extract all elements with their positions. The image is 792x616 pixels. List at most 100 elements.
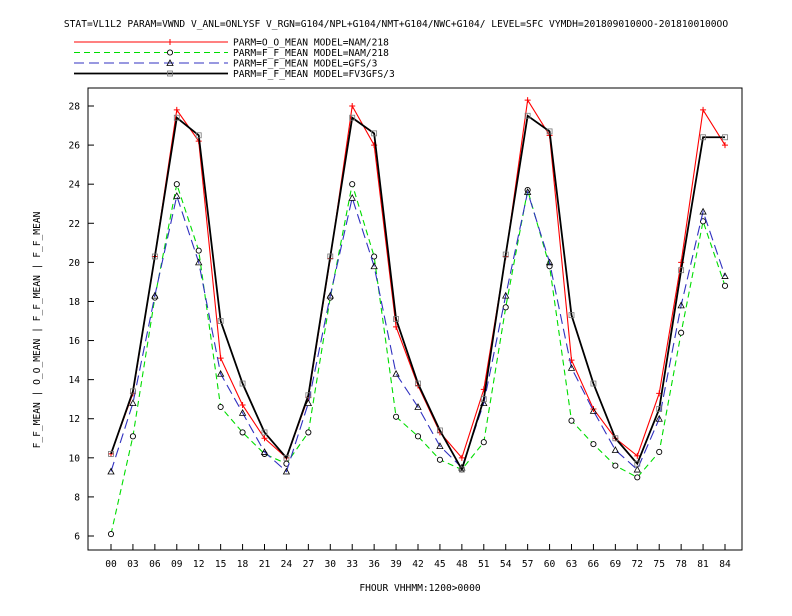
- data-point: [217, 318, 224, 324]
- data-point: [167, 39, 173, 45]
- data-point: [590, 405, 597, 412]
- data-point: [326, 291, 334, 299]
- series-line: [110, 114, 725, 472]
- data-point: [590, 380, 597, 387]
- y-tick-label: 22: [68, 219, 80, 230]
- data-point: [722, 134, 728, 141]
- data-point: [393, 413, 400, 420]
- x-tick-label: 78: [675, 559, 687, 570]
- data-point: [677, 301, 685, 309]
- y-tick-label: 20: [68, 258, 80, 269]
- y-tick-label: 14: [68, 375, 80, 386]
- x-tick-label: 81: [697, 559, 709, 570]
- data-point: [480, 439, 487, 446]
- data-point: [239, 429, 246, 436]
- data-point: [283, 454, 290, 461]
- series-line: [110, 182, 726, 535]
- x-tick-label: 00: [105, 559, 117, 570]
- data-point: [371, 253, 378, 260]
- data-point: [107, 467, 115, 475]
- series-2: [107, 181, 729, 538]
- x-tick-label: 45: [434, 559, 446, 570]
- data-point: [634, 474, 641, 481]
- y-tick-label: 26: [68, 141, 80, 152]
- data-point: [195, 258, 203, 266]
- x-tick-label: 66: [588, 559, 600, 570]
- data-point: [700, 106, 707, 113]
- data-point: [436, 456, 443, 463]
- series-layer: [107, 97, 729, 538]
- x-tick-label: 27: [303, 559, 315, 570]
- y-axis: 6 8 10 12 14 16 18 20 22 24 26 28: [68, 102, 94, 543]
- data-point: [545, 258, 554, 266]
- data-point: [590, 441, 597, 448]
- y-tick-label: 10: [68, 453, 80, 464]
- data-point: [239, 380, 246, 387]
- x-tick-label: 15: [215, 559, 227, 570]
- data-point: [129, 399, 137, 406]
- y-tick-label: 16: [68, 336, 80, 347]
- legend: PARM=O_O_MEAN MODEL=NAM/218PARM=F_F_MEAN…: [74, 38, 395, 80]
- x-tick-label: 57: [522, 559, 534, 570]
- series-3: [107, 188, 729, 475]
- data-point: [612, 435, 619, 442]
- data-point: [217, 355, 224, 362]
- data-point: [151, 291, 159, 299]
- data-point: [282, 467, 291, 475]
- data-point: [151, 253, 158, 260]
- data-point: [173, 192, 181, 199]
- data-point: [304, 399, 313, 406]
- data-point: [216, 369, 225, 377]
- x-tick-label: 30: [325, 559, 337, 570]
- y-tick-label: 6: [74, 532, 80, 543]
- plot-frame: [87, 87, 743, 551]
- data-point: [414, 403, 422, 410]
- data-point: [524, 112, 531, 119]
- data-point: [261, 429, 268, 436]
- data-point: [656, 448, 663, 456]
- x-tick-label: 33: [346, 559, 358, 570]
- x-tick-label: 69: [610, 559, 622, 570]
- data-point: [700, 134, 706, 141]
- data-point: [173, 114, 180, 121]
- legend-label: PARM=F_F_MEAN MODEL=FV3GFS/3: [233, 69, 395, 80]
- x-tick-label: 54: [500, 559, 512, 570]
- data-point: [349, 114, 356, 121]
- data-point: [634, 460, 641, 467]
- data-point: [238, 409, 247, 416]
- data-point: [348, 194, 356, 201]
- data-point: [166, 49, 174, 56]
- data-point: [633, 465, 641, 473]
- data-point: [107, 530, 115, 538]
- data-point: [415, 380, 421, 387]
- y-tick-label: 18: [68, 297, 80, 308]
- x-tick-label: 36: [368, 559, 380, 570]
- data-point: [349, 181, 356, 188]
- data-point: [567, 364, 576, 371]
- x-tick-label: 09: [171, 559, 183, 570]
- data-point: [393, 316, 399, 322]
- x-tick-label: 75: [653, 559, 665, 570]
- data-point: [612, 462, 619, 469]
- x-tick-label: 03: [127, 559, 139, 570]
- y-tick-label: 8: [74, 492, 80, 503]
- y-tick-label: 24: [68, 180, 80, 191]
- data-point: [523, 188, 532, 195]
- data-point: [699, 207, 707, 215]
- data-point: [108, 451, 114, 457]
- data-point: [414, 433, 422, 440]
- data-point: [195, 132, 202, 139]
- data-point: [436, 442, 444, 449]
- y-tick-label: 12: [68, 414, 80, 425]
- x-tick-label: 63: [566, 559, 578, 570]
- data-point: [524, 97, 531, 104]
- x-axis: 00 03 06 09 12 15 18 21 24 27 30 33 36 39 42 45 48 51 54 57…: [105, 544, 731, 570]
- data-point: [437, 427, 443, 434]
- data-point: [130, 388, 136, 395]
- data-point: [568, 417, 575, 424]
- data-point: [678, 329, 685, 336]
- data-point: [305, 392, 312, 399]
- data-point: [502, 304, 509, 311]
- x-tick-label: 48: [456, 559, 468, 570]
